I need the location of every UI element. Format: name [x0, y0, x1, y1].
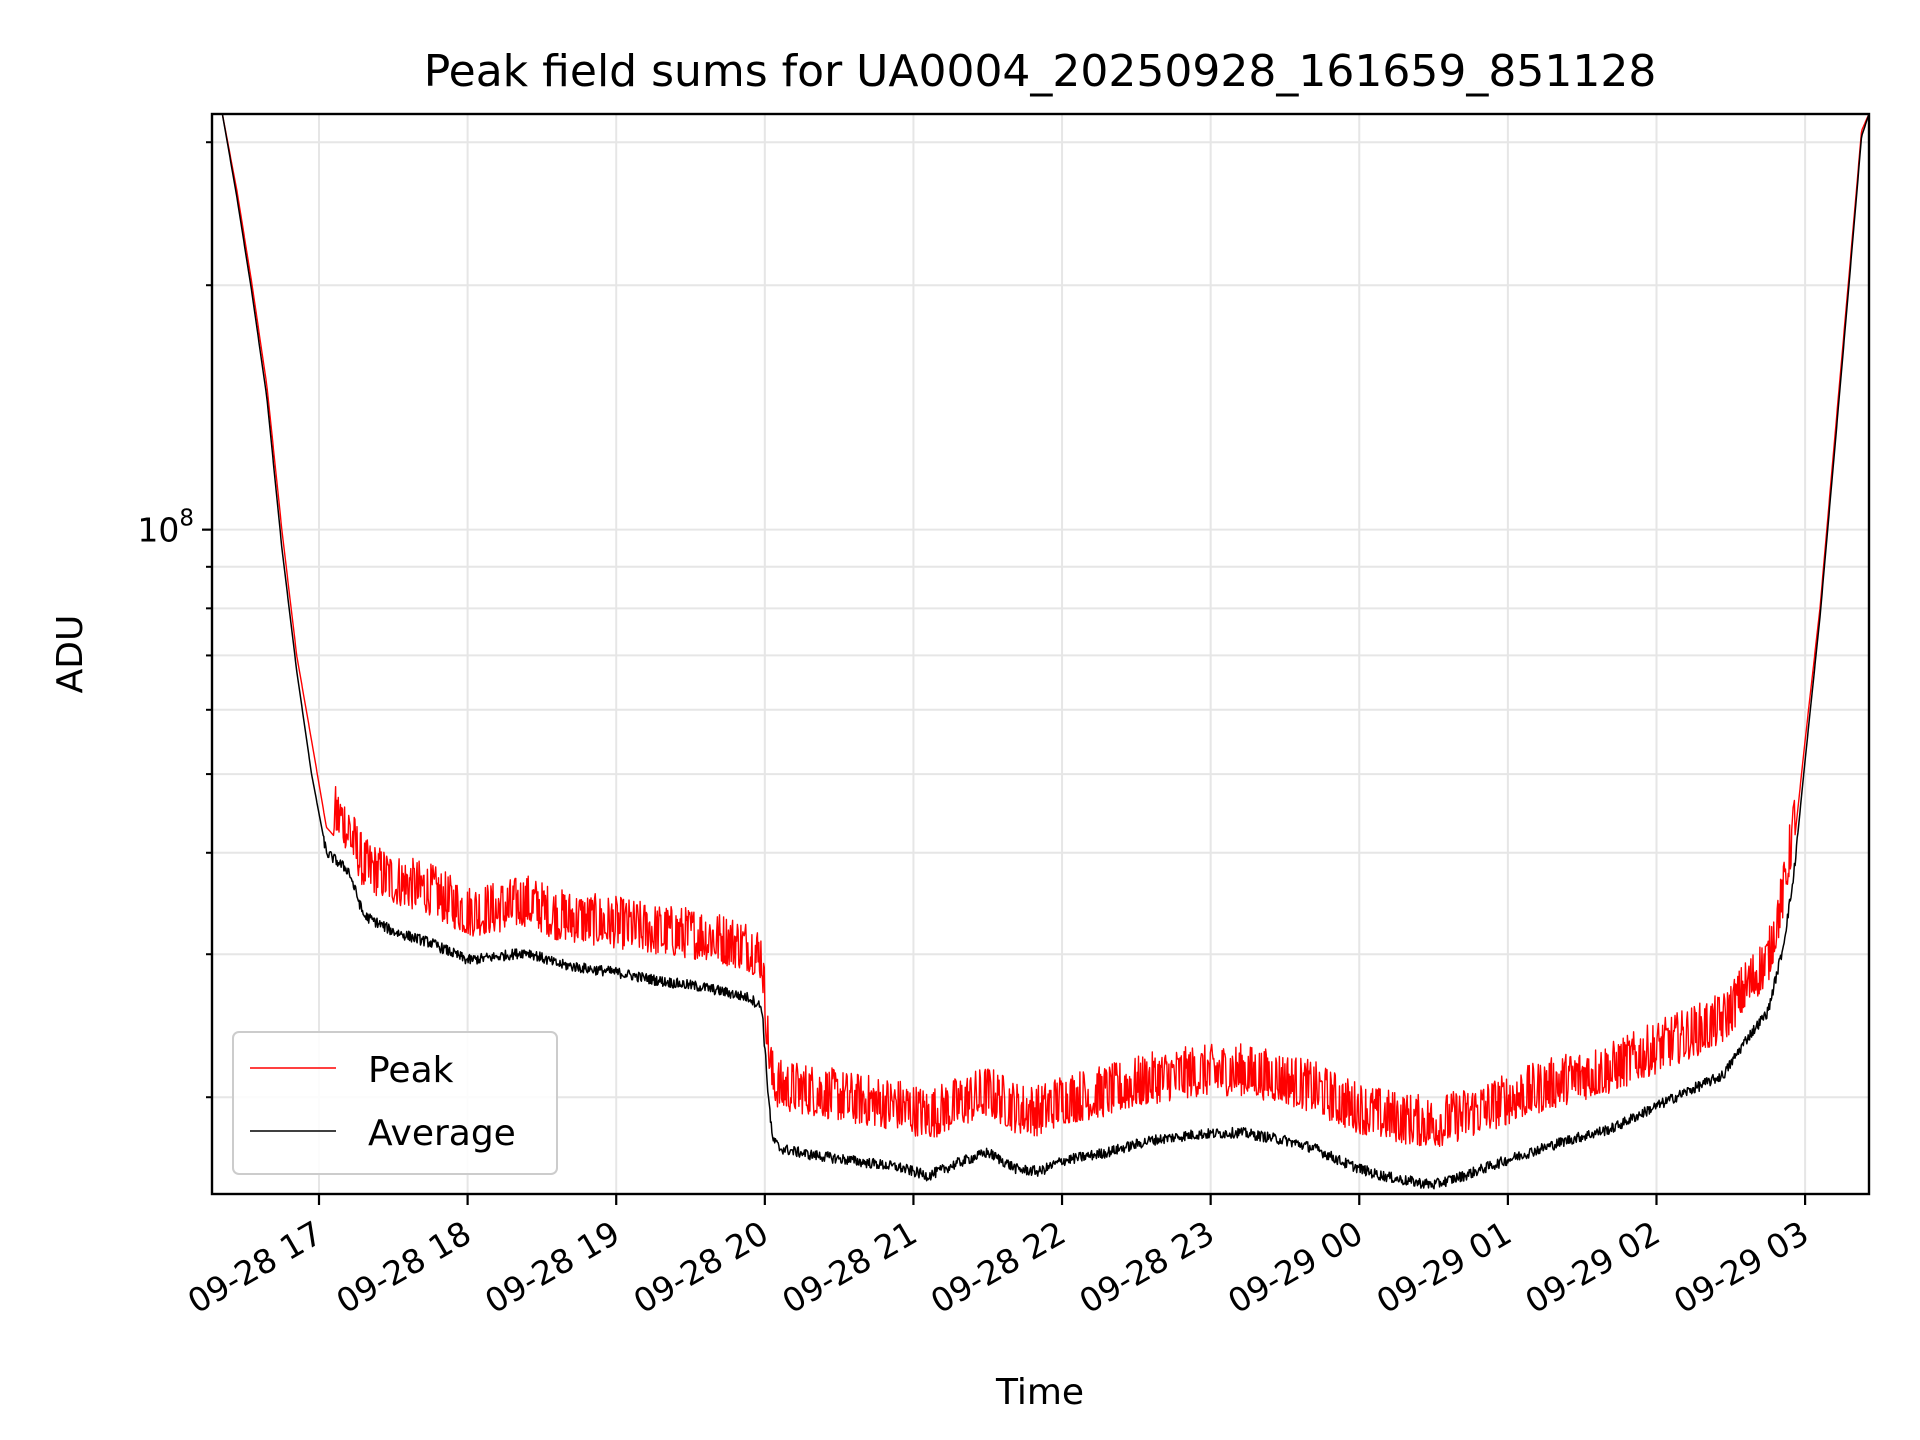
series-line-peak [212, 113, 1870, 1147]
plot-frame [210, 112, 1871, 1196]
legend-label-peak: Peak [368, 1050, 454, 1091]
legend-label-average: Average [368, 1113, 516, 1154]
y-axis-label: ADU [50, 615, 91, 694]
series-line-average [211, 113, 1870, 1190]
legend: Peak Average [232, 1031, 558, 1175]
series-layer [211, 113, 1870, 1190]
grid [212, 114, 1869, 1194]
y-tick-label: 108 [137, 506, 194, 550]
x-axis-label: Time [995, 1372, 1084, 1413]
chart-title: Peak field sums for UA0004_20250928_1616… [424, 46, 1657, 97]
